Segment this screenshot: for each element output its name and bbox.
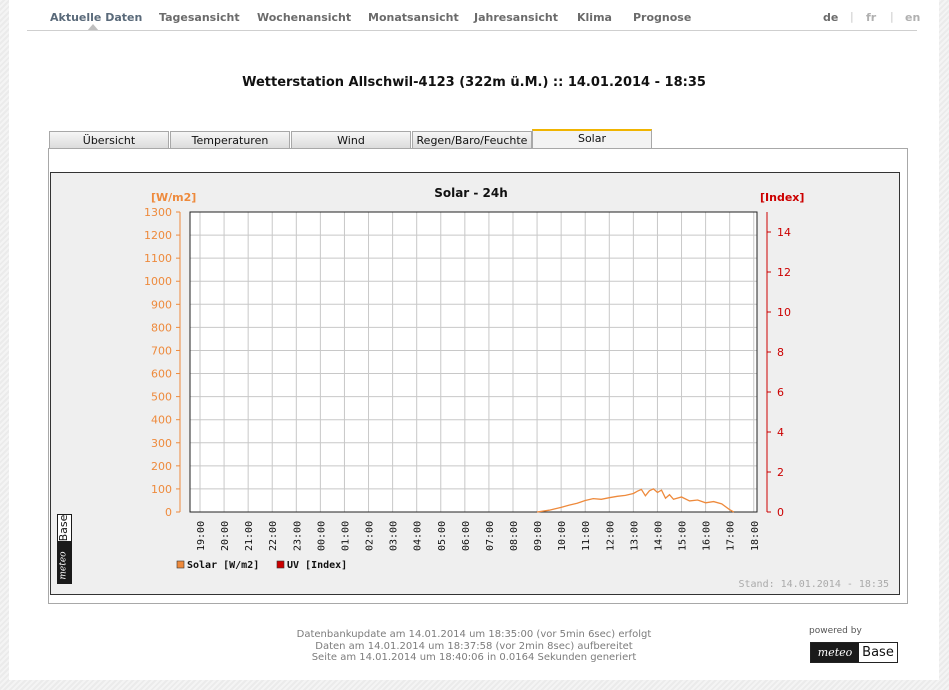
x-axis-tick-label: 07:00 bbox=[485, 521, 496, 551]
x-axis-tick-label: 12:00 bbox=[605, 521, 616, 551]
chart-canvas: 0100200300400500600700800900100011001200… bbox=[144, 186, 889, 590]
chart-grid bbox=[189, 211, 758, 513]
right-axis: 0 2 4 6 8 10 12 14 bbox=[766, 212, 791, 519]
nav-tagesansicht[interactable]: Tagesansicht bbox=[159, 11, 240, 24]
x-axis-tick-label: 21:00 bbox=[244, 521, 255, 551]
chart-logo-meteo-text: meteo bbox=[58, 551, 69, 580]
nav-jahresansicht[interactable]: Jahresansicht bbox=[474, 11, 558, 24]
tab-wind[interactable]: Wind bbox=[291, 131, 411, 148]
right-axis-tick-label: 2 bbox=[777, 466, 784, 479]
tab-uebersicht[interactable]: Übersicht bbox=[49, 131, 169, 148]
x-axis-tick-label: 18:00 bbox=[750, 521, 761, 551]
nav-wochenansicht[interactable]: Wochenansicht bbox=[257, 11, 352, 24]
left-axis-tick-label: 500 bbox=[151, 391, 172, 404]
solar-chart: 0 100 200 300 400 500 600 700 800 900 1000 1100 1200… bbox=[50, 172, 900, 595]
left-axis-tick-label: 100 bbox=[151, 483, 172, 496]
nav-klima[interactable]: Klima bbox=[577, 11, 612, 24]
left-axis-tick-label: 1200 bbox=[144, 229, 172, 242]
page-title: Wetterstation Allschwil-4123 (322m ü.M.)… bbox=[242, 75, 706, 90]
x-axis-tick-label: 10:00 bbox=[557, 521, 568, 551]
x-axis-tick-label: 17:00 bbox=[726, 521, 737, 551]
legend-label-1: UV [Index] bbox=[287, 560, 347, 571]
right-axis-tick-label: 14 bbox=[777, 226, 791, 239]
left-axis-tick-label: 1300 bbox=[144, 206, 172, 219]
x-axis-tick-label: 15:00 bbox=[678, 521, 689, 551]
chart-logo-light-box bbox=[57, 514, 72, 542]
right-axis-tick-label: 12 bbox=[777, 266, 791, 279]
plot-area bbox=[190, 212, 757, 512]
x-axis-tick-label: 01:00 bbox=[340, 521, 351, 551]
left-axis-tick-label: 1100 bbox=[144, 252, 172, 265]
footer-page-generated: Seite am 14.01.2014 um 18:40:06 in 0.016… bbox=[311, 652, 637, 663]
chart-logo-base-text: Base bbox=[57, 514, 70, 542]
right-axis-unit: [Index] bbox=[760, 191, 804, 204]
x-axis-tick-label: 22:00 bbox=[268, 521, 279, 551]
x-axis-tick-label: 06:00 bbox=[461, 521, 472, 551]
left-axis-tick-label: 700 bbox=[151, 344, 172, 357]
x-axis-tick-label: 20:00 bbox=[220, 521, 231, 551]
x-axis-tick-label: 13:00 bbox=[629, 521, 640, 551]
x-axis-tick-label: 02:00 bbox=[365, 521, 376, 551]
tab-solar[interactable]: Solar bbox=[532, 129, 652, 150]
x-axis: 19:00 20:00 21:00 22:00 23:00 00:00 01:00 02:00… bbox=[196, 521, 761, 551]
language-separator: | bbox=[850, 10, 854, 23]
nav-prognose[interactable]: Prognose bbox=[633, 11, 692, 24]
left-axis: 0 100 200 300 400 500 600 700 800 900 1000 1100 1200… bbox=[144, 206, 181, 519]
left-axis-tick-label: 900 bbox=[151, 298, 172, 311]
logo-meteo-text: meteo bbox=[811, 643, 859, 662]
language-separator: | bbox=[890, 10, 894, 23]
footer-db-update: Datenbankupdate am 14.01.2014 um 18:35:0… bbox=[296, 629, 652, 640]
left-axis-tick-label: 1000 bbox=[144, 275, 172, 288]
tab-regen-baro-feuchte[interactable]: Regen/Baro/Feuchte bbox=[412, 131, 532, 148]
chart-legend: Solar [W/m2] UV [Index] bbox=[176, 560, 347, 571]
x-axis-tick-label: 19:00 bbox=[196, 521, 207, 551]
x-axis-tick-label: 00:00 bbox=[316, 521, 327, 551]
left-axis-tick-label: 200 bbox=[151, 460, 172, 473]
chart-status-timestamp: Stand: 14.01.2014 - 18:35 bbox=[738, 579, 889, 590]
left-axis-unit: [W/m2] bbox=[151, 191, 196, 204]
main-navigation: Aktuelle Daten Tagesansicht Wochenansich… bbox=[9, 0, 939, 32]
legend-swatch-0 bbox=[176, 560, 185, 569]
left-axis-tick-label: 0 bbox=[165, 506, 172, 519]
chart-series bbox=[537, 488, 735, 513]
legend-swatch-1 bbox=[276, 560, 285, 569]
right-axis-tick-label: 10 bbox=[777, 306, 791, 319]
right-axis-tick-label: 0 bbox=[777, 506, 784, 519]
active-nav-indicator-icon bbox=[87, 24, 99, 31]
left-axis-tick-label: 400 bbox=[151, 414, 172, 427]
chart-meteobase-logo: Base meteo bbox=[57, 514, 72, 584]
right-axis-tick-label: 8 bbox=[777, 346, 784, 359]
x-axis-tick-label: 05:00 bbox=[437, 521, 448, 551]
left-axis-tick-label: 300 bbox=[151, 437, 172, 450]
nav-monatsansicht[interactable]: Monatsansicht bbox=[368, 11, 459, 24]
meteobase-logo[interactable]: meteo Base bbox=[810, 642, 898, 663]
language-en[interactable]: en bbox=[905, 11, 921, 24]
left-axis-tick-label: 800 bbox=[151, 321, 172, 334]
x-axis-tick-label: 08:00 bbox=[509, 521, 520, 551]
x-axis-tick-label: 14:00 bbox=[653, 521, 664, 551]
x-axis-tick-label: 23:00 bbox=[292, 521, 303, 551]
powered-by-label: powered by bbox=[809, 626, 862, 636]
left-axis-tick-label: 600 bbox=[151, 368, 172, 381]
status-footer: Datenbankupdate am 14.01.2014 um 18:35:0… bbox=[9, 629, 939, 664]
x-axis-tick-label: 04:00 bbox=[413, 521, 424, 551]
language-fr[interactable]: fr bbox=[866, 11, 877, 24]
right-axis-tick-label: 4 bbox=[777, 426, 784, 439]
nav-aktuelle-daten[interactable]: Aktuelle Daten bbox=[50, 11, 143, 24]
plot-border bbox=[189, 211, 758, 513]
x-axis-tick-label: 09:00 bbox=[533, 521, 544, 551]
nav-divider bbox=[27, 30, 917, 31]
tab-temperaturen[interactable]: Temperaturen bbox=[170, 131, 290, 148]
chart-title: Solar - 24h bbox=[434, 186, 508, 200]
language-de[interactable]: de bbox=[823, 11, 839, 24]
series-line-0 bbox=[537, 488, 735, 513]
legend-label-0: Solar [W/m2] bbox=[187, 560, 259, 571]
footer-data-prepared: Daten am 14.01.2014 um 18:37:58 (vor 2mi… bbox=[315, 640, 633, 652]
x-axis-tick-label: 11:00 bbox=[581, 521, 592, 551]
x-axis-tick-label: 16:00 bbox=[702, 521, 713, 551]
logo-base-text: Base bbox=[862, 645, 894, 660]
right-axis-tick-label: 6 bbox=[777, 386, 784, 399]
x-axis-tick-label: 03:00 bbox=[389, 521, 400, 551]
